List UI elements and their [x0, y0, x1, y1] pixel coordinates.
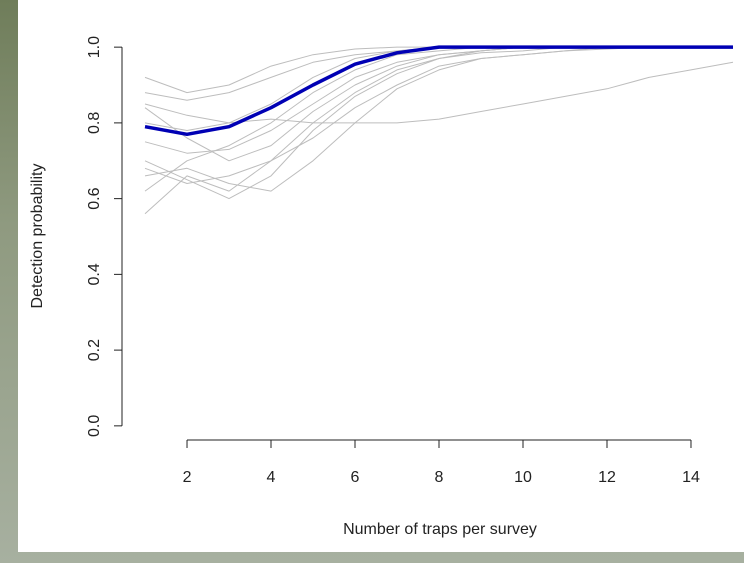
y-tick-label: 0.8 [86, 112, 103, 134]
x-tick-label: 6 [351, 469, 360, 486]
y-tick-label: 1.0 [86, 36, 103, 58]
y-axis-label: Detection probability [29, 164, 46, 309]
x-tick-label: 12 [598, 469, 616, 486]
x-tick-label: 14 [682, 469, 700, 486]
x-tick-label: 2 [183, 469, 192, 486]
y-tick-label: 0.4 [86, 263, 103, 285]
x-tick-label: 8 [435, 469, 444, 486]
page: {"chart_data": {"type": "line", "x_label… [0, 0, 744, 563]
x-axis-label: Number of traps per survey [343, 521, 537, 538]
y-tick-label: 0.0 [86, 415, 103, 437]
y-tick-label: 0.6 [86, 187, 103, 209]
x-tick-label: 4 [267, 469, 276, 486]
y-tick-label: 0.2 [86, 339, 103, 361]
chart: Detection probability Number of traps pe… [0, 0, 744, 563]
x-tick-label: 10 [514, 469, 532, 486]
